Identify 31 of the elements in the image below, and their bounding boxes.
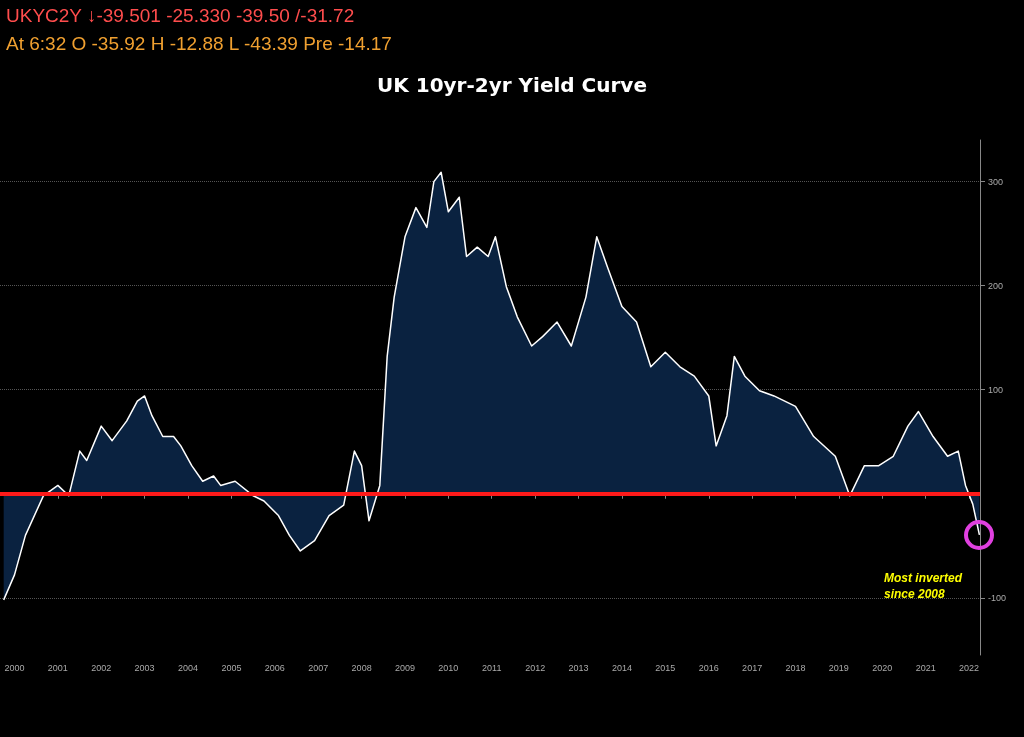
x-tick-label: 2000 — [4, 662, 25, 673]
x-tick-label: 2002 — [91, 662, 112, 673]
x-tick-label: 2008 — [351, 662, 372, 673]
y-tick-label: 300 — [988, 176, 1004, 187]
x-tick-label: 2011 — [482, 662, 502, 673]
x-tick-label: 2003 — [134, 662, 155, 673]
x-tick-label: 2012 — [525, 662, 546, 673]
x-tick-label: 2010 — [438, 662, 459, 673]
annotation: Most inverted since 2008 — [884, 570, 964, 602]
x-tick-label: 2005 — [221, 662, 242, 673]
text: UKYC2Y ↓-39.501 -25.330 -39.50 /-31.72 — [6, 4, 356, 28]
x-tick-label: 2018 — [785, 662, 806, 673]
x-tick-label: 2017 — [742, 662, 763, 673]
x-tick-label: 2006 — [264, 662, 285, 673]
x-tick-label: 2022 — [959, 662, 980, 673]
x-tick-label: 2014 — [611, 662, 632, 673]
x-tick-label: 2019 — [828, 662, 849, 673]
text: At 6:32 O -35.92 H -12.88 L -43.39 Pre -14.17 — [6, 32, 392, 56]
y-tick-label: 200 — [988, 280, 1004, 291]
x-tick-label: 2020 — [872, 662, 893, 673]
x-tick-label: 2013 — [568, 662, 589, 673]
y-tick-label: 100 — [988, 384, 1004, 395]
y-tick-label: -100 — [988, 592, 1007, 603]
x-tick-label: 2007 — [308, 662, 329, 673]
x-tick-label: 2015 — [655, 662, 676, 673]
x-tick-label: 2016 — [698, 662, 719, 673]
x-tick-label: 2009 — [394, 662, 416, 673]
chart-title: UK 10yr-2yr Yield Curve — [377, 73, 647, 97]
x-tick-label: 2001 — [47, 662, 68, 673]
x-tick-label: 2021 — [915, 662, 936, 673]
x-tick-label: 2004 — [178, 662, 199, 673]
